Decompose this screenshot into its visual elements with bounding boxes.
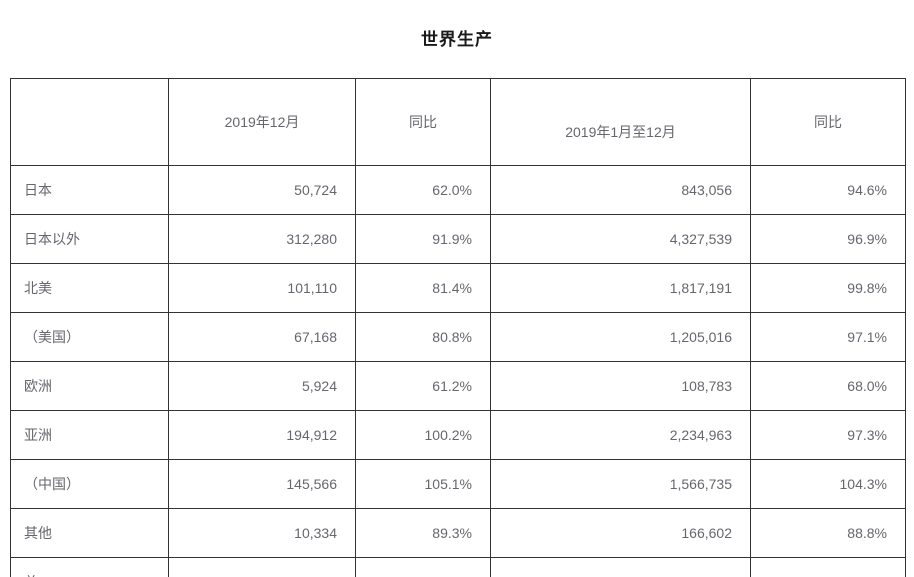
month-value: 67,168 [168, 312, 356, 362]
page-title: 世界生产 [421, 30, 493, 49]
header-cell-region [10, 78, 169, 166]
month-yoy: 100.2% [355, 410, 491, 460]
month-value: 10,334 [168, 508, 356, 558]
row-label: 其他 [10, 508, 169, 558]
row-label: 总 [10, 557, 169, 577]
row-label: 日本 [10, 165, 169, 215]
table-row-others: 其他 10,334 89.3% 166,602 88.8% [10, 508, 906, 558]
world-production-table: 2019年12月 同比 2019年1月至12月 同比 日本 50,724 62.… [10, 78, 906, 577]
ytd-value: 166,602 [490, 508, 751, 558]
header-cell-month-yoy: 同比 [355, 78, 491, 166]
month-value: 101,110 [168, 263, 356, 313]
month-yoy: 86.1% [355, 557, 491, 577]
ytd-value: 5,170,595 [490, 557, 751, 577]
ytd-value: 108,783 [490, 361, 751, 411]
month-value: 363,004 [168, 557, 356, 577]
row-label: 北美 [10, 263, 169, 313]
ytd-yoy: 68.0% [750, 361, 906, 411]
month-yoy: 89.3% [355, 508, 491, 558]
table-row-china: （中国） 145,566 105.1% 1,566,735 104.3% [10, 459, 906, 509]
ytd-value: 1,566,735 [490, 459, 751, 509]
ytd-yoy: 97.3% [750, 410, 906, 460]
header-cell-ytd: 2019年1月至12月 [490, 78, 751, 166]
row-label: 亚洲 [10, 410, 169, 460]
table-row-europe: 欧洲 5,924 61.2% 108,783 68.0% [10, 361, 906, 411]
row-label: （美国） [10, 312, 169, 362]
month-yoy: 81.4% [355, 263, 491, 313]
table-row-north-america: 北美 101,110 81.4% 1,817,191 99.8% [10, 263, 906, 313]
row-label: 日本以外 [10, 214, 169, 264]
month-value: 194,912 [168, 410, 356, 460]
ytd-value: 2,234,963 [490, 410, 751, 460]
header-cell-month: 2019年12月 [168, 78, 356, 166]
ytd-value: 4,327,539 [490, 214, 751, 264]
ytd-value: 1,817,191 [490, 263, 751, 313]
month-value: 145,566 [168, 459, 356, 509]
month-yoy: 91.9% [355, 214, 491, 264]
ytd-yoy: 88.8% [750, 508, 906, 558]
month-yoy: 80.8% [355, 312, 491, 362]
ytd-value: 1,205,016 [490, 312, 751, 362]
row-label: 欧洲 [10, 361, 169, 411]
ytd-yoy: 99.8% [750, 263, 906, 313]
month-yoy: 105.1% [355, 459, 491, 509]
ytd-yoy: 97.1% [750, 312, 906, 362]
ytd-yoy: 104.3% [750, 459, 906, 509]
table-row-usa: （美国） 67,168 80.8% 1,205,016 97.1% [10, 312, 906, 362]
header-row: 2019年12月 同比 2019年1月至12月 同比 [10, 78, 906, 166]
ytd-yoy: 96.5% [750, 557, 906, 577]
month-value: 5,924 [168, 361, 356, 411]
row-label: （中国） [10, 459, 169, 509]
month-value: 312,280 [168, 214, 356, 264]
ytd-value: 843,056 [490, 165, 751, 215]
month-yoy: 62.0% [355, 165, 491, 215]
table-row-asia: 亚洲 194,912 100.2% 2,234,963 97.3% [10, 410, 906, 460]
month-value: 50,724 [168, 165, 356, 215]
ytd-yoy: 96.9% [750, 214, 906, 264]
table-row-outside-japan: 日本以外 312,280 91.9% 4,327,539 96.9% [10, 214, 906, 264]
table-body: 日本 50,724 62.0% 843,056 94.6% 日本以外 312,2… [10, 165, 906, 577]
month-yoy: 61.2% [355, 361, 491, 411]
header-cell-ytd-yoy: 同比 [750, 78, 906, 166]
ytd-yoy: 94.6% [750, 165, 906, 215]
table-header: 2019年12月 同比 2019年1月至12月 同比 [10, 78, 906, 166]
table-row-total: 总 363,004 86.1% 5,170,595 96.5% [10, 557, 906, 577]
table-row-japan: 日本 50,724 62.0% 843,056 94.6% [10, 165, 906, 215]
